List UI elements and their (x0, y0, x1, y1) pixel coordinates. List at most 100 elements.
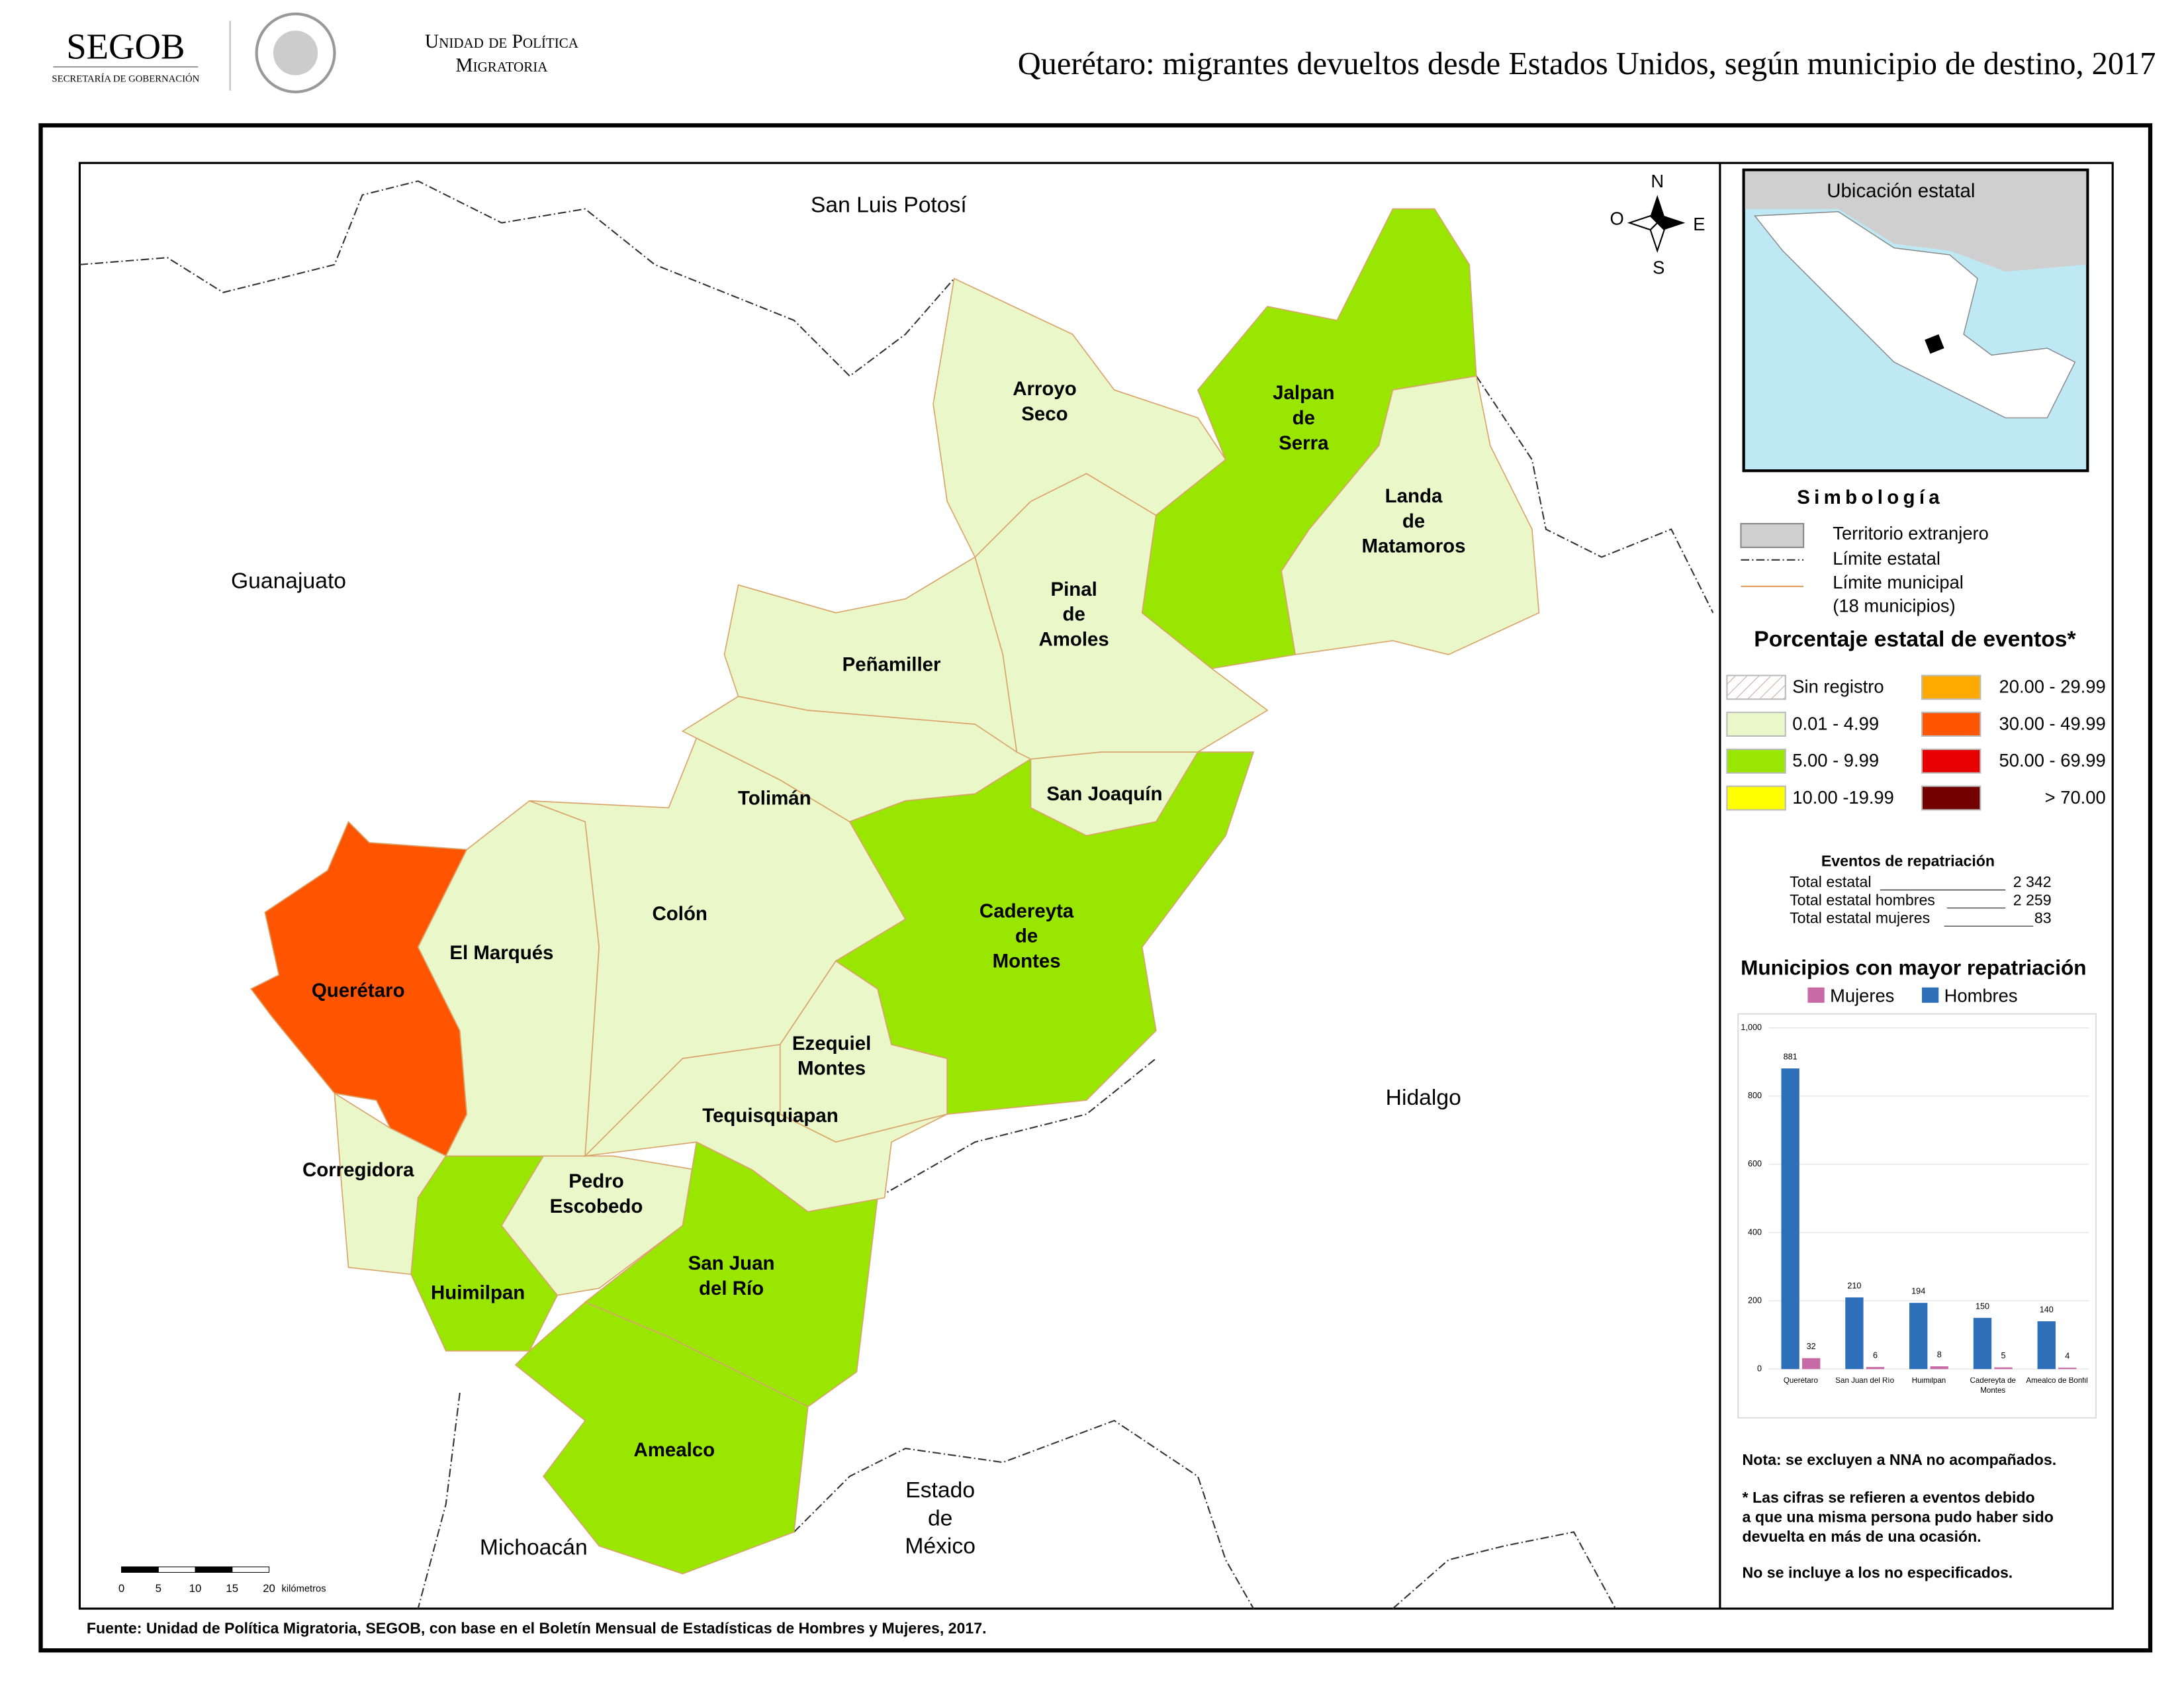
municipality-label: Montes (797, 1058, 866, 1080)
repatriation-title: Eventos de repatriación (1821, 852, 1995, 869)
legend-swatch (1921, 675, 1981, 700)
legend-label: Límite estatal (1833, 548, 1940, 569)
neighbor-label: San Luis Potosí (811, 193, 967, 217)
scale-label: 20 (263, 1582, 275, 1595)
municipality-label: El Marqués (449, 942, 553, 964)
municipality-label: de (1062, 604, 1085, 626)
bar (1866, 1367, 1885, 1370)
repatriation-label: Total estatal hombres (1790, 891, 1935, 908)
value-label: 881 (1784, 1053, 1797, 1062)
note: Nota: se excluyen a NNA no acompañados. (1743, 1451, 2057, 1468)
bar (1909, 1303, 1928, 1370)
repatriation-value: 2 342 (2013, 873, 2052, 890)
legend-swatch (1921, 712, 1981, 737)
compass (1627, 195, 1686, 254)
scale-label: 10 (189, 1582, 202, 1595)
x-tick-label: Huimilpan (1911, 1377, 1946, 1386)
compass-letter: N (1651, 171, 1664, 191)
bar (1994, 1367, 2013, 1370)
legend-class-label: 5.00 - 9.99 (1792, 750, 1879, 771)
state-border (1392, 1531, 1617, 1609)
notes: Nota: se excluyen a NNA no acompañados. *… (1743, 1451, 2057, 1581)
legend-title: Simbología (1797, 487, 1944, 508)
neighbor-label: Hidalgo (1386, 1086, 1461, 1110)
municipality-label: Colón (653, 903, 707, 925)
municipality (514, 1301, 809, 1575)
legend-class-label: > 70.00 (2045, 787, 2106, 808)
legend-class-label: 0.01 - 4.99 (1792, 713, 1879, 733)
compass-arrow (1650, 195, 1664, 223)
state-border (79, 180, 955, 377)
municipality-label: Pinal (1050, 579, 1097, 600)
x-tick-label: San Juan del Río (1835, 1377, 1895, 1386)
unit-name: Unidad de Política (425, 31, 579, 52)
legend: Territorio extranjero Límite estatal Límit… (1726, 523, 2106, 927)
municipality (933, 277, 1227, 559)
scale-segment (158, 1566, 196, 1573)
state-border (877, 1058, 1157, 1199)
repatriation-label: Total estatal mujeres (1790, 910, 1930, 927)
legend-swatch (1921, 987, 1939, 1003)
value-label: 8 (1937, 1350, 1942, 1360)
note: a que una misma persona pudo haber sido (1743, 1508, 2054, 1525)
compass-letter: O (1610, 209, 1624, 229)
legend-percent-title: Porcentaje estatal de eventos* (1754, 628, 2076, 652)
bar (2037, 1321, 2056, 1370)
legend-swatch (1726, 785, 1786, 811)
municipality-label: de (1293, 407, 1315, 429)
neighbor-label: de (928, 1506, 952, 1530)
neighbor-label: México (905, 1534, 976, 1558)
x-tick-label-box: Querétaro (1783, 1377, 1818, 1386)
municipality-label: de (1015, 925, 1038, 947)
legend-swatch (1807, 987, 1825, 1003)
legend-swatch (1921, 748, 1981, 774)
compass-letter: E (1693, 214, 1705, 234)
municipality-label: Amealco (633, 1439, 715, 1461)
repatriation-value: 83 (2034, 910, 2052, 927)
legend-label: Hombres (1944, 986, 2018, 1006)
scale-unit: kilómetros (281, 1584, 326, 1595)
state-border (417, 1392, 461, 1609)
scale-segment (195, 1566, 233, 1573)
y-tick-label: 600 (1748, 1159, 1762, 1168)
org-sub: SECRETARÍA DE GOBERNACIÓN (52, 73, 199, 84)
municipality-label: San Joaquín (1046, 783, 1162, 805)
bar (1802, 1358, 1821, 1370)
bar (2058, 1368, 2077, 1370)
legend-swatch (1921, 785, 1981, 811)
municipality-label: Montes (993, 951, 1061, 972)
y-tick-label: 1,000 (1741, 1023, 1762, 1032)
y-tick-label: 400 (1748, 1227, 1762, 1237)
municipality-label: Arroyo (1013, 378, 1077, 400)
page-title: Querétaro: migrantes devueltos desde Est… (1018, 46, 2156, 81)
x-tick-label-box: Huimilpan (1911, 1377, 1946, 1386)
municipality-label: Matamoros (1361, 536, 1465, 557)
municipalities (250, 208, 1540, 1575)
emblem-core (273, 30, 318, 75)
municipality-label: Seco (1021, 403, 1068, 425)
legend-symbol (1740, 523, 1805, 548)
note: * Las cifras se refieren a eventos debid… (1743, 1489, 2035, 1506)
municipality (500, 1155, 698, 1296)
note: devuelta en más de una ocasión. (1743, 1528, 1981, 1545)
value-label: 140 (2040, 1305, 2054, 1315)
scale-label: 15 (226, 1582, 238, 1595)
value-label: 6 (1873, 1351, 1878, 1360)
chart-title: Municipios con mayor repatriación (1741, 956, 2086, 980)
legend-class-label: 10.00 -19.99 (1792, 787, 1894, 808)
value-label: 210 (1847, 1281, 1861, 1290)
source: Fuente: Unidad de Política Migratoria, S… (87, 1620, 987, 1637)
inset-title: Ubicación estatal (1827, 180, 1975, 202)
municipality-label: Pedro (569, 1170, 623, 1192)
note: No se incluye a los no especificados. (1743, 1564, 2013, 1581)
x-tick-label: Cadereyta de Montes (1970, 1377, 2017, 1396)
municipality-label: del Río (699, 1278, 764, 1299)
legend-swatch (1726, 748, 1786, 774)
inset-mexico (1754, 211, 2076, 418)
legend-class-label: 20.00 - 29.99 (1999, 677, 2106, 697)
neighbor-label: Guanajuato (231, 569, 346, 593)
value-label: 4 (2065, 1352, 2070, 1361)
x-tick-label: Querétaro (1783, 1377, 1818, 1386)
y-tick-label: 800 (1748, 1091, 1762, 1100)
